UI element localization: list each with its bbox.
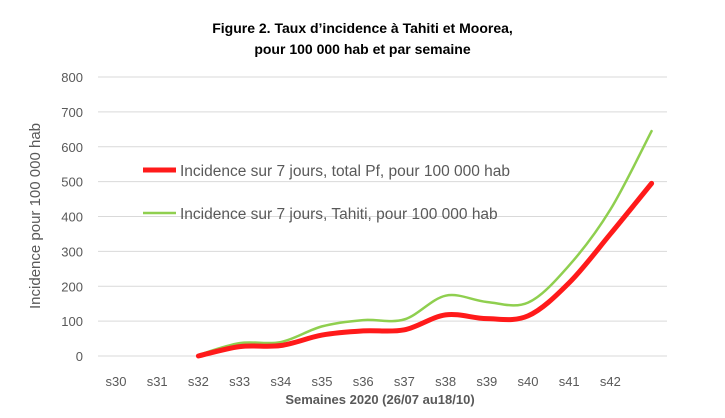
series-line-0 — [195, 180, 655, 359]
x-tick-label: s30 — [106, 374, 127, 389]
series-line-1 — [197, 129, 653, 357]
x-tick-label: s38 — [435, 374, 456, 389]
x-tick-label: s40 — [518, 374, 539, 389]
y-tick-label: 400 — [61, 210, 83, 225]
x-tick-label: s39 — [476, 374, 497, 389]
y-tick-label: 500 — [61, 175, 83, 190]
legend-label: Incidence sur 7 jours, total Pf, pour 10… — [180, 163, 510, 180]
x-tick-label: s34 — [270, 374, 291, 389]
title-text: Taux d’incidence à Tahiti et Moorea, — [270, 20, 513, 36]
chart-title: Figure 2. Taux d’incidence à Tahiti et M… — [0, 20, 725, 36]
x-tick-label: s33 — [229, 374, 250, 389]
x-tick-label: s36 — [353, 374, 374, 389]
x-tick-label: s42 — [600, 374, 621, 389]
y-tick-label: 200 — [61, 279, 83, 294]
y-tick-label: 600 — [61, 140, 83, 155]
y-tick-label: 700 — [61, 105, 83, 120]
y-tick-label: 800 — [61, 70, 83, 85]
y-tick-label: 300 — [61, 244, 83, 259]
x-tick-label: s32 — [188, 374, 209, 389]
y-tick-label: 0 — [76, 349, 83, 364]
y-axis-label: Incidence pour 100 000 hab — [27, 123, 44, 309]
x-tick-label: s37 — [394, 374, 415, 389]
x-tick-label: s31 — [147, 374, 168, 389]
x-tick-label: s41 — [559, 374, 580, 389]
x-axis-label: Semaines 2020 (26/07 au18/10) — [285, 392, 474, 407]
chart-title-line2: pour 100 000 hab et par semaine — [254, 41, 471, 57]
y-tick-label: 100 — [61, 314, 83, 329]
title-figure-label: Figure 2. — [212, 20, 271, 36]
legend-label: Incidence sur 7 jours, Tahiti, pour 100 … — [180, 206, 498, 223]
x-tick-label: s35 — [312, 374, 333, 389]
